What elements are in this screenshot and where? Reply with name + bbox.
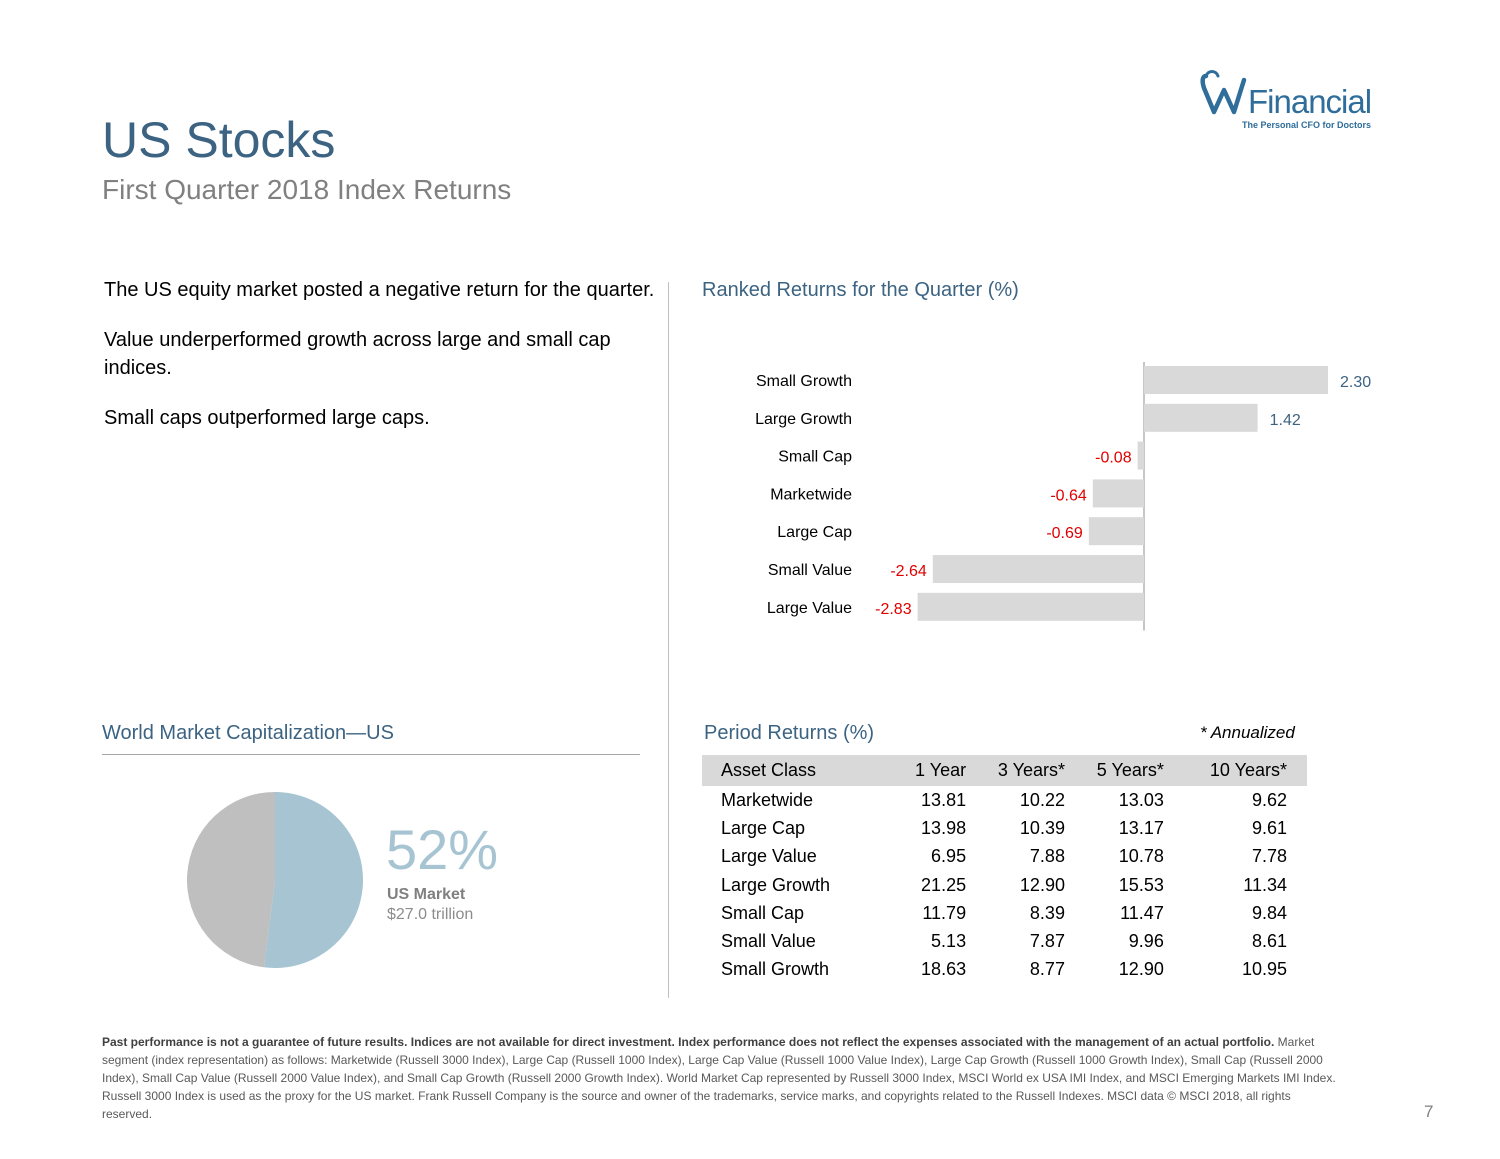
return-cell: 10.22 xyxy=(1019,789,1065,810)
return-cell: 5.13 xyxy=(931,931,967,952)
asset-class-cell: Large Growth xyxy=(721,874,831,895)
return-cell: 13.03 xyxy=(1118,789,1164,810)
data-label: -0.64 xyxy=(1050,487,1087,504)
asset-class-cell: Large Cap xyxy=(721,817,806,838)
us-market-value: $27.0 trillion xyxy=(387,906,474,923)
return-cell: 10.39 xyxy=(1019,817,1065,838)
page-title: US Stocks xyxy=(102,112,336,168)
commentary-text: The US equity market posted a negative r… xyxy=(104,276,664,454)
asset-class-cell: Small Growth xyxy=(721,959,830,980)
column-header: 3 Years* xyxy=(966,755,1065,786)
period-returns-title: Period Returns (%) xyxy=(704,722,875,744)
return-cell: 15.53 xyxy=(1118,874,1164,895)
logo-wordmark: Financial xyxy=(1248,83,1372,120)
category-label: Small Growth xyxy=(756,373,852,390)
disclaimer: Past performance is not a guarantee of f… xyxy=(102,1033,1342,1123)
data-label: 2.30 xyxy=(1340,374,1371,391)
return-cell: 6.95 xyxy=(931,846,967,867)
return-cell: 9.96 xyxy=(1128,931,1164,952)
us-market-percent: 52% xyxy=(386,818,499,881)
return-cell: 18.63 xyxy=(921,959,967,980)
return-cell: 9.62 xyxy=(1251,789,1287,810)
category-label: Large Value xyxy=(767,600,852,617)
bar xyxy=(917,592,1144,621)
bar xyxy=(1144,403,1258,432)
return-cell: 10.95 xyxy=(1241,959,1287,980)
bar xyxy=(1137,441,1144,470)
world-market-cap-title: World Market Capitalization—US xyxy=(102,722,394,744)
category-label: Large Cap xyxy=(777,524,852,541)
asset-class-cell: Small Value xyxy=(721,931,816,952)
return-cell: 11.47 xyxy=(1120,902,1164,923)
asset-class-cell: Large Value xyxy=(721,846,817,867)
return-cell: 12.90 xyxy=(1118,959,1164,980)
table-header-row: Asset Class 1 Year 3 Years* 5 Years* 10 … xyxy=(702,755,1307,786)
bar xyxy=(1092,479,1144,508)
data-label: -2.64 xyxy=(890,563,927,580)
return-cell: 11.79 xyxy=(922,902,967,923)
table-row: Large Value 6.95 7.88 10.78 7.78 xyxy=(702,843,1307,871)
world-market-cap-pie xyxy=(186,792,363,968)
table-row: Small Growth 18.63 8.77 12.90 10.95 xyxy=(702,956,1307,984)
vertical-divider xyxy=(668,282,669,998)
commentary-paragraph: Value underperformed growth across large… xyxy=(104,329,611,379)
disclaimer-body: Market segment (index representation) as… xyxy=(102,1035,1336,1121)
return-cell: 12.90 xyxy=(1019,874,1065,895)
asset-class-cell: Marketwide xyxy=(721,789,814,810)
return-cell: 13.98 xyxy=(921,817,967,838)
table-row: Large Cap 13.98 10.39 13.17 9.61 xyxy=(702,814,1307,842)
category-label: Marketwide xyxy=(770,486,852,503)
column-header: 5 Years* xyxy=(1064,755,1164,786)
column-header: Asset Class xyxy=(702,755,891,786)
return-cell: 7.78 xyxy=(1251,846,1287,867)
commentary-paragraph: The US equity market posted a negative r… xyxy=(104,279,655,301)
data-label: -0.69 xyxy=(1046,525,1083,542)
ranked-returns-chart: Small Growth 2.30 Large Growth 1.42 Small Ca… xyxy=(755,362,1371,631)
commentary-paragraph: Small caps outperformed large caps. xyxy=(104,407,430,429)
company-logo: Financial The Personal CFO for Doctors xyxy=(1196,68,1396,138)
return-cell: 21.25 xyxy=(921,874,967,895)
return-cell: 7.88 xyxy=(1029,846,1065,867)
category-label: Small Value xyxy=(768,562,852,579)
column-header: 10 Years* xyxy=(1163,755,1307,786)
data-label: 1.42 xyxy=(1270,412,1301,429)
page-subtitle: First Quarter 2018 Index Returns xyxy=(102,174,512,205)
return-cell: 8.39 xyxy=(1029,902,1065,923)
return-cell: 9.84 xyxy=(1251,902,1287,923)
column-header: 1 Year xyxy=(890,755,967,786)
return-cell: 10.78 xyxy=(1118,846,1164,867)
return-cell: 7.87 xyxy=(1029,931,1065,952)
pie-slice-us xyxy=(263,792,363,968)
table-row: Small Value 5.13 7.87 9.96 8.61 xyxy=(702,927,1307,955)
section-rule xyxy=(102,754,640,755)
table-row: Marketwide 13.81 10.22 13.03 9.62 xyxy=(702,786,1307,814)
bar xyxy=(1088,517,1144,546)
return-cell: 8.61 xyxy=(1251,931,1287,952)
data-label: -0.08 xyxy=(1095,450,1132,467)
period-returns-table: Asset Class 1 Year 3 Years* 5 Years* 10 … xyxy=(702,755,1307,984)
asset-class-cell: Small Cap xyxy=(721,902,805,923)
ranked-returns-title: Ranked Returns for the Quarter (%) xyxy=(702,279,1019,301)
disclaimer-bold: Past performance is not a guarantee of f… xyxy=(102,1035,1275,1049)
return-cell: 9.61 xyxy=(1251,817,1287,838)
table-row: Small Cap 11.79 8.39 11.47 9.84 xyxy=(702,899,1307,927)
table-row: Large Growth 21.25 12.90 15.53 11.34 xyxy=(702,871,1307,899)
category-label: Small Cap xyxy=(778,449,852,466)
return-cell: 11.34 xyxy=(1243,874,1287,895)
bar xyxy=(1144,366,1328,394)
us-market-label: US Market xyxy=(387,886,466,903)
logo-tagline: The Personal CFO for Doctors xyxy=(1242,120,1372,130)
category-label: Large Growth xyxy=(755,411,852,428)
data-label: -2.83 xyxy=(875,601,912,618)
page-number: 7 xyxy=(1424,1102,1434,1121)
return-cell: 8.77 xyxy=(1029,959,1065,980)
pie-slice-rest xyxy=(186,792,275,968)
return-cell: 13.17 xyxy=(1118,817,1164,838)
bar xyxy=(932,555,1144,583)
stethoscope-logo-icon xyxy=(1200,70,1247,115)
annualized-note: * Annualized xyxy=(1200,723,1295,742)
return-cell: 13.81 xyxy=(921,789,967,810)
